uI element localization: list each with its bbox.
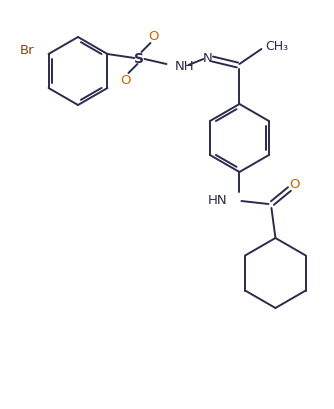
Text: N: N [202,52,212,65]
Text: O: O [120,74,131,87]
Text: O: O [289,178,300,191]
Text: HN: HN [208,194,227,207]
Text: NH: NH [174,61,194,73]
Text: Br: Br [20,45,34,57]
Text: CH₃: CH₃ [266,40,289,53]
Text: S: S [135,52,144,66]
Text: O: O [148,30,159,43]
